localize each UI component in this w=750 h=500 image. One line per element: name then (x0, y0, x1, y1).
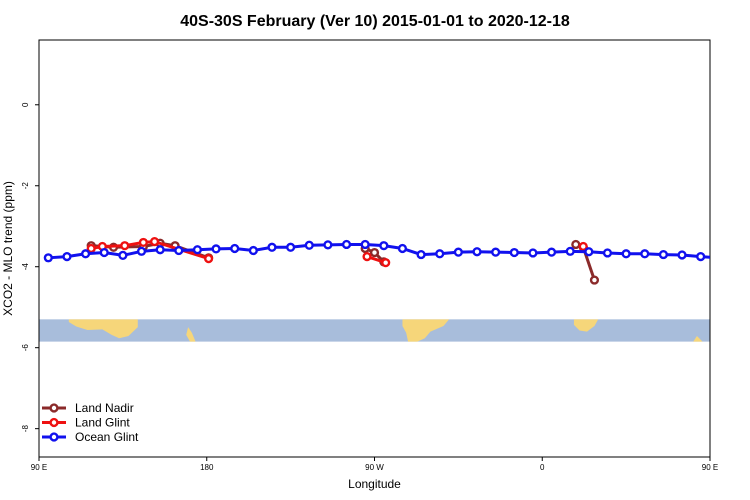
ocean-glint-point (677, 250, 687, 260)
ocean-glint-point (716, 254, 723, 261)
x-axis-label: Longitude (348, 477, 401, 491)
ocean-glint-point (602, 248, 613, 258)
land-glint-point (362, 251, 372, 262)
x-tick-label: 0 (540, 463, 545, 472)
ocean-glint-point (509, 247, 519, 258)
ocean-glint-point (155, 245, 165, 255)
land-glint-point (138, 237, 148, 248)
ocean-glint-point (696, 251, 706, 262)
ocean-glint-point (435, 249, 445, 259)
ocean-glint-point (267, 242, 277, 252)
ocean-glint-point (211, 244, 221, 254)
y-tick-label: -2 (21, 182, 30, 190)
ocean-glint-point (735, 254, 742, 261)
ocean-glint-point (416, 249, 426, 260)
ocean-glint-point (472, 247, 482, 257)
australia-shape (68, 319, 138, 339)
ocean-band (39, 319, 710, 342)
land-glint-point (578, 241, 588, 252)
y-tick-label: -8 (21, 425, 30, 433)
ocean-glint-point (62, 251, 72, 262)
new-zealand-shape-repeat (693, 336, 703, 342)
land-nadir-point (589, 275, 600, 285)
ocean-glint-point (658, 249, 669, 260)
legend-marker-ocean-glint (49, 432, 59, 442)
ocean-glint-point (453, 247, 463, 257)
x-tick-label: 90 W (365, 463, 384, 472)
legend-marker-land-glint (49, 417, 59, 428)
ocean-glint-point (379, 241, 389, 251)
south-africa-shape (573, 319, 599, 332)
map-strip (39, 319, 710, 342)
x-tick-label: 180 (200, 463, 214, 472)
ocean-glint-point (397, 243, 408, 254)
chart-title: 40S-30S February (Ver 10) 2015-01-01 to … (180, 13, 570, 30)
y-axis-label: XCO2 - MLO trend (ppm) (1, 181, 15, 316)
legend-label-land-nadir: Land Nadir (75, 401, 134, 415)
series-clip-group (43, 237, 742, 285)
ocean-glint-point (565, 246, 575, 256)
ocean-glint-point (546, 247, 557, 257)
y-tick-label: -6 (21, 344, 30, 352)
y-tick-label: 0 (21, 102, 30, 107)
new-zealand-shape (186, 327, 196, 342)
ocean-glint-point (323, 240, 333, 250)
x-axis: 90 E 180 90 W 0 90 E (31, 457, 718, 472)
land-nadir-point (369, 247, 380, 258)
legend-label-land-glint: Land Glint (75, 416, 130, 430)
y-axis: 0 -2 -4 -6 -8 (21, 102, 39, 432)
ocean-glint-point (491, 247, 501, 257)
land-glint-point (381, 258, 391, 268)
series-layer (43, 237, 742, 285)
ocean-glint-point (360, 239, 370, 250)
ocean-glint-point (80, 249, 91, 259)
ocean-glint-point (118, 250, 128, 260)
ocean-glint-point (528, 248, 538, 258)
ocean-glint-point (136, 246, 147, 256)
ocean-glint-point (248, 245, 258, 256)
ocean-glint-point (99, 247, 109, 258)
ocean-glint-point (286, 242, 296, 252)
land-glint-point (149, 237, 160, 247)
ocean-glint-point (43, 253, 53, 263)
x-tick-label: 90 E (702, 463, 718, 472)
legend-marker-land-nadir (49, 403, 59, 413)
land-glint-point (204, 254, 214, 264)
land-glint-point (120, 241, 130, 251)
ocean-glint-point (192, 245, 203, 255)
ocean-glint-point (584, 247, 594, 257)
ocean-glint-point (621, 249, 631, 259)
ocean-glint-point (304, 240, 314, 250)
x-tick-label: 90 E (31, 463, 47, 472)
ocean-glint-point (230, 243, 240, 254)
legend-label-ocean-glint: Ocean Glint (75, 430, 139, 444)
ocean-glint-point (640, 249, 650, 259)
ocean-glint-point (341, 239, 352, 250)
ocean-glint-point (174, 245, 184, 256)
land-nadir-point (571, 239, 581, 250)
south-america-shape (402, 319, 450, 342)
y-tick-label: -4 (21, 263, 30, 271)
